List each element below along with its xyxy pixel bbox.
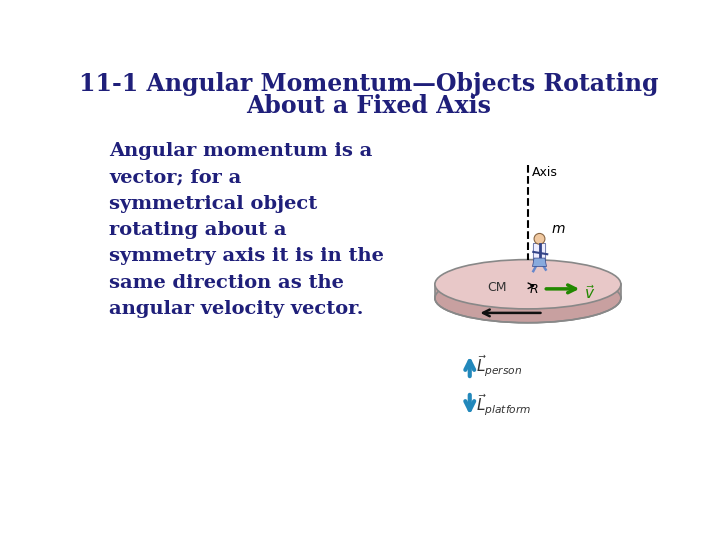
Text: $\vec{v}$: $\vec{v}$	[585, 284, 595, 302]
Text: Angular momentum is a
vector; for a
symmetrical object
rotating about a
symmetry: Angular momentum is a vector; for a symm…	[109, 142, 384, 318]
Ellipse shape	[435, 273, 621, 323]
Text: m: m	[552, 221, 565, 235]
Text: About a Fixed Axis: About a Fixed Axis	[246, 94, 492, 118]
FancyBboxPatch shape	[534, 244, 546, 260]
Circle shape	[534, 233, 545, 244]
Text: $\vec{L}_{person}$: $\vec{L}_{person}$	[476, 354, 523, 379]
Text: $\vec{L}_{platform}$: $\vec{L}_{platform}$	[476, 392, 531, 417]
Text: CM: CM	[487, 281, 507, 294]
Text: Axis: Axis	[532, 166, 557, 179]
Text: 11-1 Angular Momentum—Objects Rotating: 11-1 Angular Momentum—Objects Rotating	[79, 72, 659, 97]
Text: R: R	[529, 284, 538, 296]
Polygon shape	[435, 284, 621, 298]
Polygon shape	[533, 258, 546, 267]
Ellipse shape	[435, 260, 621, 309]
